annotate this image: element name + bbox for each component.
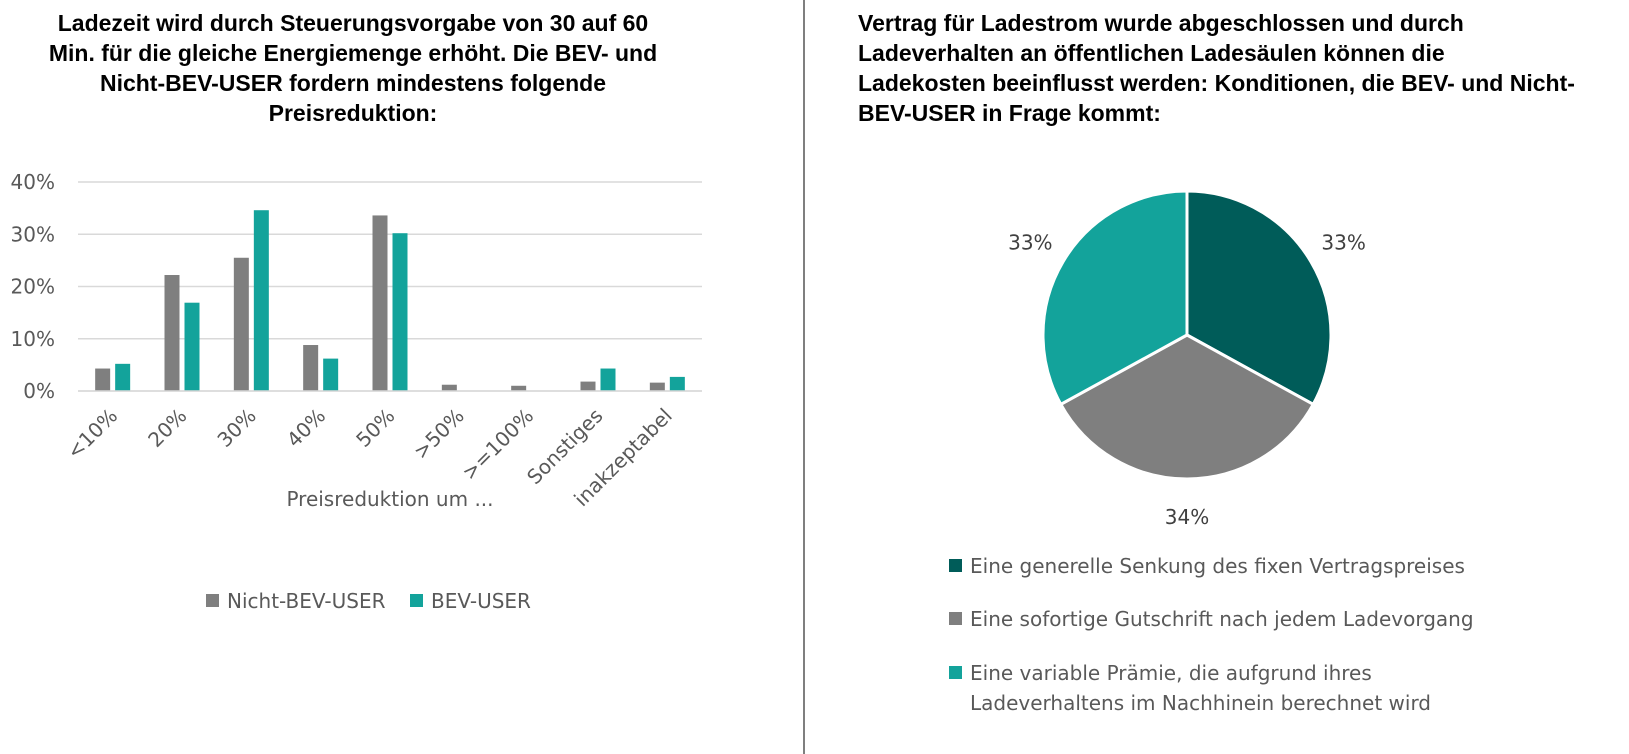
legend-item: Eine variable Prämie, die aufgrund ihres… xyxy=(949,660,1431,718)
bar xyxy=(323,358,339,391)
bar xyxy=(392,233,408,391)
bar xyxy=(164,275,180,391)
bar xyxy=(303,345,319,391)
pie-slice xyxy=(1185,189,1333,407)
bar xyxy=(372,215,388,391)
pie-chart-panel: Vertrag für Ladestrom wurde abgeschlosse… xyxy=(806,0,1629,754)
y-tick-label: 0% xyxy=(23,379,55,403)
bar-chart-title: Ladezeit wird durch Steuerungsvorgabe vo… xyxy=(48,10,658,126)
y-tick-label: 40% xyxy=(11,170,55,194)
bar xyxy=(441,384,457,391)
legend-label: Nicht-BEV-USER xyxy=(227,589,386,613)
bar xyxy=(253,210,269,391)
pie-data-label: 33% xyxy=(1321,230,1365,254)
legend-label-line: Ladeverhaltens im Nachhinein berechnet w… xyxy=(970,691,1432,715)
y-tick-label: 10% xyxy=(11,327,55,351)
x-axis-label: Preisreduktion um ... xyxy=(286,487,493,511)
bar xyxy=(95,368,111,391)
bar xyxy=(649,382,665,391)
pie-data-label: 33% xyxy=(1008,230,1052,254)
bar xyxy=(580,381,596,391)
legend-label: Eine sofortige Gutschrift nach jedem Lad… xyxy=(970,604,1474,634)
bar-chart: 0%10%20%30%40%<10% 20% 30% 40% 50% >50%>=100%… xyxy=(11,170,702,511)
legend-item: Eine sofortige Gutschrift nach jedem Lad… xyxy=(949,606,1474,634)
legend-swatch xyxy=(206,594,219,607)
legend-swatch xyxy=(410,594,423,607)
legend-label-line: Eine variable Prämie, die aufgrund ihres xyxy=(970,661,1372,685)
bar xyxy=(115,363,131,391)
legend-item: Eine generelle Senkung des fixen Vertrag… xyxy=(949,553,1465,581)
bar-chart-legend: Nicht-BEV-USER BEV-USER xyxy=(0,0,800,754)
bar xyxy=(669,376,685,391)
bar xyxy=(511,385,527,391)
pie-slice xyxy=(1041,189,1189,407)
legend-item: BEV-USER xyxy=(410,589,531,613)
pie-chart-title: Vertrag für Ladestrom wurde abgeschlosse… xyxy=(858,10,1575,126)
legend-label: Eine variable Prämie, die aufgrund ihres… xyxy=(970,658,1431,718)
panel-divider xyxy=(803,0,805,754)
pie-chart-legend: Eine generelle Senkung des fixen Vertrag… xyxy=(806,0,1629,754)
bar xyxy=(184,302,200,391)
legend-swatch xyxy=(949,559,962,572)
legend-label: BEV-USER xyxy=(431,589,531,613)
legend-label: Eine generelle Senkung des fixen Vertrag… xyxy=(970,551,1465,581)
y-tick-label: 20% xyxy=(11,275,55,299)
pie-data-label: 34% xyxy=(1165,505,1209,529)
pie-chart: 33% 34% 33% xyxy=(1008,189,1366,529)
legend-swatch xyxy=(949,612,962,625)
bar-chart-panel: Ladezeit wird durch Steuerungsvorgabe vo… xyxy=(0,0,800,754)
legend-label-line: Eine sofortige Gutschrift nach jedem Lad… xyxy=(970,607,1474,631)
y-tick-label: 30% xyxy=(11,222,55,246)
bar xyxy=(600,368,616,391)
legend-item: Nicht-BEV-USER xyxy=(206,589,386,613)
legend-swatch xyxy=(949,666,962,679)
legend-label-line: Eine generelle Senkung des fixen Vertrag… xyxy=(970,554,1465,578)
bar xyxy=(233,257,249,391)
